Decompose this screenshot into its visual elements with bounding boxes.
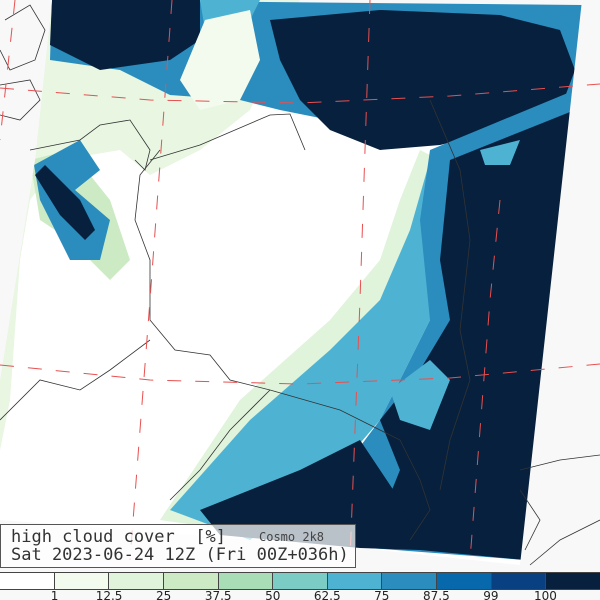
model-domain xyxy=(0,0,582,560)
legend-label: 99 xyxy=(483,589,499,600)
country-borders xyxy=(0,4,600,566)
legend-label: 12.5 xyxy=(95,589,123,600)
cloud-east xyxy=(480,140,520,165)
legend-label: 100 xyxy=(534,589,557,600)
map-title-box: high cloud cover [%] Cosmo 2k8 Sat 2023-… xyxy=(0,524,356,568)
legend-label: 62.5 xyxy=(313,589,341,600)
legend-swatch xyxy=(490,573,546,589)
legend-swatch xyxy=(272,573,327,589)
cloud-band-mid xyxy=(170,160,460,540)
legend-swatch xyxy=(217,573,273,589)
legend-label: 37.5 xyxy=(204,589,232,600)
cloud-band-light xyxy=(160,150,440,530)
legend-label: 50 xyxy=(265,589,281,600)
outside-domain-west xyxy=(0,0,52,380)
model-name: Cosmo 2k8 xyxy=(259,530,325,544)
variable-title: high cloud cover [%] xyxy=(11,527,226,547)
legend-label: 1 xyxy=(50,589,59,600)
cloud-east xyxy=(390,360,450,430)
valid-time: Sat 2023-06-24 12Z (Fri 00Z+036h) xyxy=(11,545,349,565)
cloud-north xyxy=(270,10,575,150)
legend-swatch xyxy=(0,573,54,589)
legend-label: 25 xyxy=(155,589,172,600)
lat-lon-grid xyxy=(0,0,600,561)
legend-label: 87.5 xyxy=(423,589,450,600)
cloud-north xyxy=(180,10,260,110)
legend-swatch xyxy=(108,573,163,589)
legend-swatch xyxy=(326,573,382,589)
cloud-band-light xyxy=(0,0,300,450)
cloud-band-dark xyxy=(35,165,95,240)
legend-swatch xyxy=(53,573,109,589)
legend-swatch xyxy=(381,573,437,589)
color-legend xyxy=(0,572,600,590)
cloud-east xyxy=(200,440,420,550)
cloud-east xyxy=(380,110,575,560)
legend-swatch xyxy=(162,573,218,589)
cloud-north xyxy=(50,0,200,70)
legend-swatch xyxy=(545,573,600,589)
legend-swatch xyxy=(436,573,491,589)
outside-domain-east xyxy=(520,0,600,600)
legend-label: 75 xyxy=(374,589,390,600)
